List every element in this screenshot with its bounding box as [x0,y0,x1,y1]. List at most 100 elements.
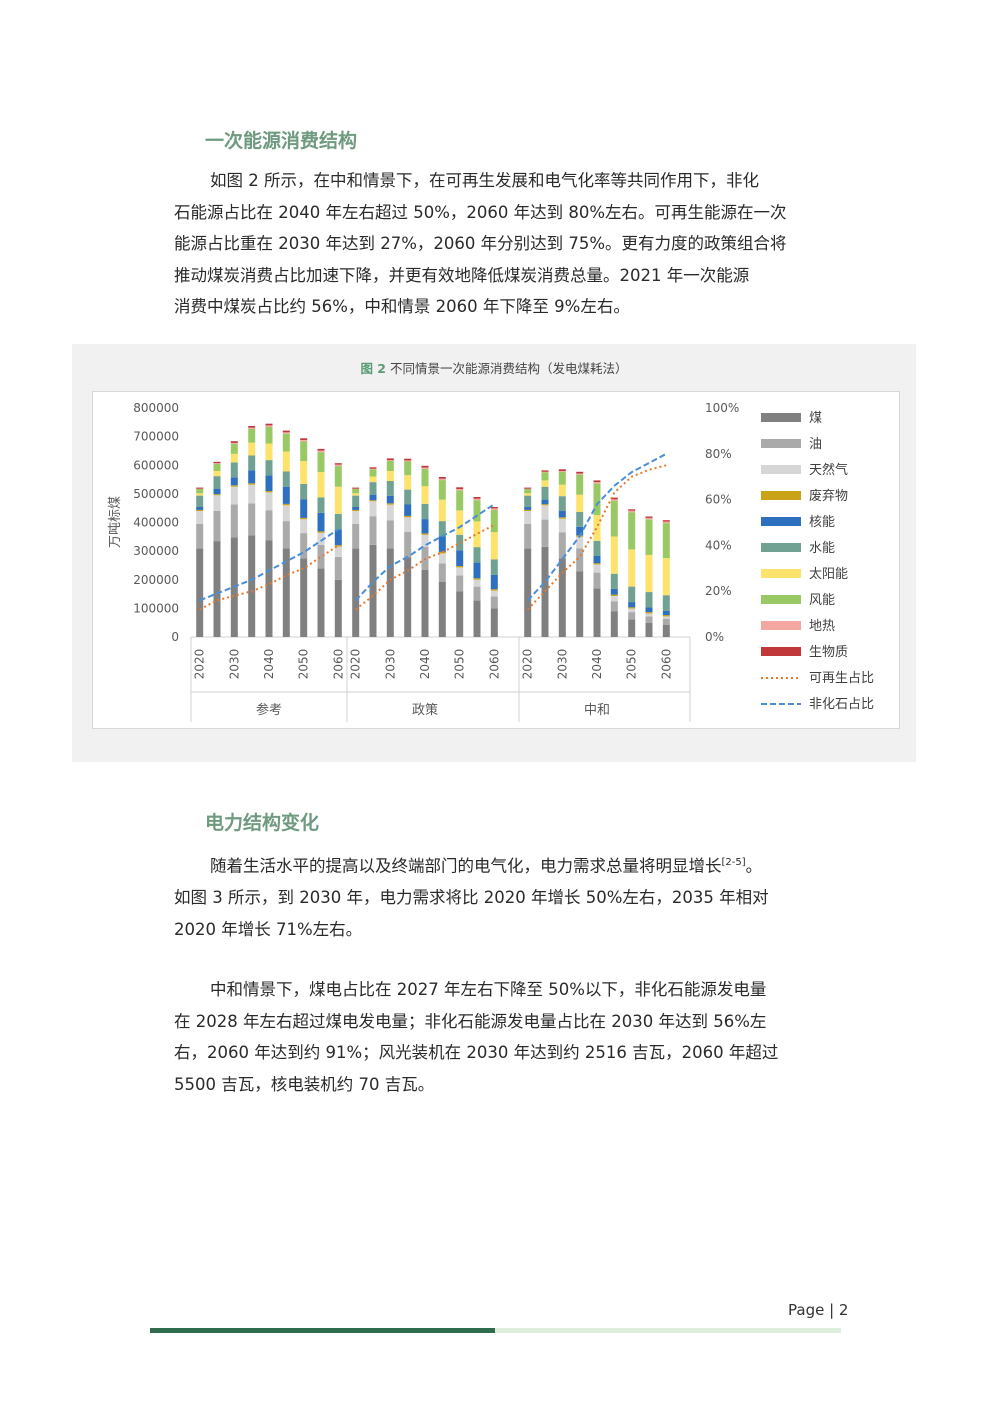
bar-segment [300,517,308,520]
bar-segment [404,515,412,518]
bar-segment [593,564,601,573]
bar-segment [438,582,446,637]
bar-segment [317,532,325,545]
y-tick-label: 300000 [133,544,179,558]
legend-swatch [761,647,801,656]
bar-segment [593,563,601,565]
bar-segment [473,562,481,579]
x-tick-label: 2030 [227,649,241,680]
bar-segment [490,559,498,575]
bar-segment [196,495,204,507]
bar-segment [490,508,498,510]
bar-segment [404,504,412,516]
bar-segment [213,511,221,542]
bar-segment [524,489,532,494]
bar-segment [645,613,653,617]
bar-segment [524,495,532,507]
bar-segment [593,480,601,483]
legend-label: 可再生占比 [809,671,874,686]
x-tick-label: 2030 [555,649,569,680]
bar-segment [196,507,204,510]
figure-title: 图 2 不同情景一次能源消费结构（发电煤耗法） [72,358,916,377]
bar-segment [213,463,221,464]
bar-segment [369,468,377,470]
bar-segment [628,509,636,511]
bar-segment [317,544,325,569]
bar-segment [369,516,377,545]
y-tick-label: 700000 [133,430,179,444]
bar-segment [213,541,221,637]
bar-segment [282,471,290,487]
bar-segment [456,489,464,491]
bar-segment [438,553,446,564]
bar-segment [213,461,221,464]
bar-segment [541,504,549,506]
paragraph-line: 5500 吉瓦，核电装机约 70 吉瓦。 [174,1074,435,1094]
bar-segment [196,548,204,637]
bar-segment [230,443,238,454]
bar-segment [473,579,481,587]
bar-segment [662,520,670,522]
paragraph-punctuation: 。 [745,856,763,876]
bar-segment [265,460,273,476]
bar-segment [265,510,273,541]
bar-segment [230,477,238,486]
bar-segment [230,485,238,487]
bar-segment [369,544,377,637]
bar-segment [404,458,412,461]
bar-segment [282,548,290,637]
bar-segment [317,512,325,532]
section-heading-primary-energy: 一次能源消费结构 [205,130,358,152]
bar-segment [610,588,618,595]
bar-segment [317,452,325,473]
y-tick-label: 600000 [133,458,179,472]
bar-segment [541,471,549,473]
bar-segment [662,618,670,625]
x-group-label: 参考 [256,702,282,718]
legend-label: 生物质 [809,645,848,660]
y2-tick-label: 20% [705,584,732,598]
bar-segment [282,451,290,472]
bar-segment [645,516,653,518]
bar-segment [541,486,549,500]
bar-segment [421,534,429,547]
bar-segment [576,548,584,572]
bar-segment [456,487,464,489]
bar-segment [576,471,584,474]
bar-segment [593,556,601,564]
bar-segment [628,512,636,550]
bar-segment [473,498,481,501]
bar-segment [248,483,256,485]
bar-segment [456,575,464,592]
bar-segment [248,426,256,428]
y-tick-label: 400000 [133,516,179,530]
y2-tick-label: 100% [705,401,739,415]
legend-label: 风能 [809,593,835,608]
bar-segment [248,455,256,471]
paragraph-carbon-neutral-power: 中和情景下，煤电占比在 2027 年左右下降至 50%以下，非化石能源发电量 在… [174,974,822,1100]
bar-segment [386,471,394,481]
bar-segment [248,428,256,443]
bar-segment [541,505,549,520]
bar-segment [369,495,377,501]
bar-segment [282,486,290,504]
bar-segment [558,511,566,518]
x-tick-label: 2030 [383,649,397,680]
bar-segment [628,619,636,637]
paragraph-line: 推动煤炭消费占比加速下降，并更有效地降低煤炭消费总量。2021 年一次能源 [174,265,750,285]
bar-segment [300,441,308,461]
bar-segment [334,546,342,557]
bar-segment [490,574,498,590]
bar-segment [352,509,360,511]
x-tick-label: 2050 [453,649,467,680]
bar-segment [645,519,653,555]
bar-segment [282,521,290,549]
bar-segment [386,548,394,637]
bar-segment [352,495,360,507]
paragraph-line: 右，2060 年达到约 91%；风光装机在 2030 年达到约 2516 吉瓦，… [174,1043,779,1062]
bar-segment [610,596,618,602]
bar-segment [662,521,670,523]
bar-segment [558,496,566,512]
bar-segment [421,486,429,504]
bar-segment [265,492,273,511]
